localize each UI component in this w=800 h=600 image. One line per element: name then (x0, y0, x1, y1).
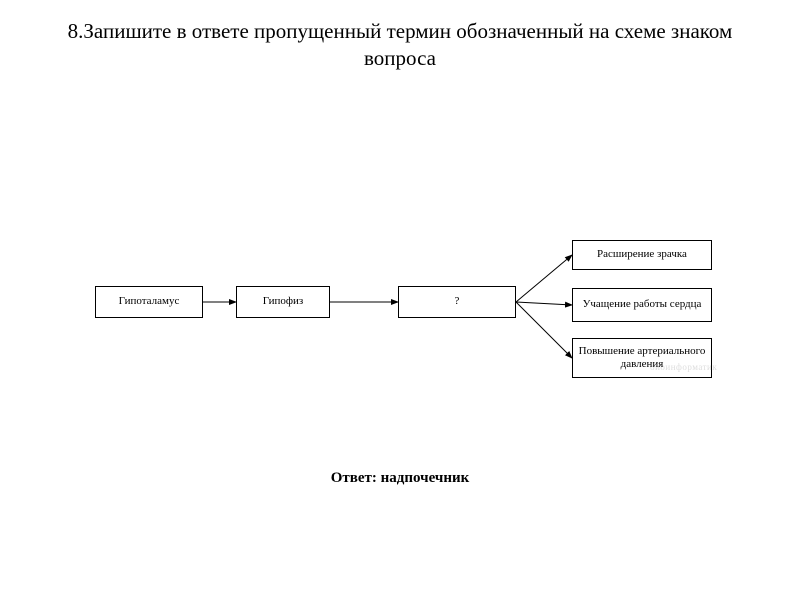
flowchart-node-out1: Расширение зрачка (572, 240, 712, 270)
question-title: 8.Запишите в ответе пропущенный термин о… (0, 18, 800, 73)
flowchart-node-unknown: ? (398, 286, 516, 318)
answer-text: Ответ: надпочечник (0, 470, 800, 487)
flowchart-node-hypothalamus: Гипоталамус (95, 286, 203, 318)
flowchart-node-pituitary: Гипофиз (236, 286, 330, 318)
flowchart-node-out2: Учащение работы сердца (572, 288, 712, 322)
flowchart: Гипоталамус Гипофиз? Расширение зрачка Учащ… (0, 230, 800, 430)
watermark: биоинформатик (650, 362, 717, 372)
flowchart-node-out3: Повышение артериального давления (572, 338, 712, 378)
